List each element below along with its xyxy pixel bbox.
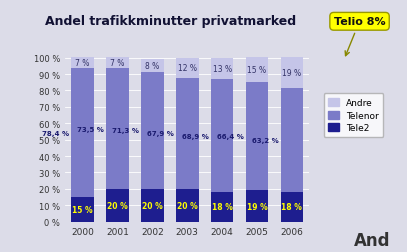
Bar [106, 58, 129, 69]
Text: 18 %: 18 % [281, 203, 302, 211]
Text: 7 %: 7 % [110, 59, 125, 68]
Text: 13 %: 13 % [212, 65, 232, 74]
Bar [211, 192, 234, 222]
Bar [246, 82, 268, 191]
Text: 78,4 %: 78,4 % [42, 130, 70, 136]
Bar [71, 197, 94, 222]
Bar [246, 58, 268, 82]
Bar [141, 73, 164, 189]
Bar [71, 69, 94, 197]
Bar [176, 78, 199, 189]
Bar [71, 58, 94, 69]
Bar [176, 189, 199, 222]
Bar [106, 69, 129, 189]
Text: 63,2 %: 63,2 % [252, 138, 279, 144]
Bar [280, 192, 303, 222]
Text: 20 %: 20 % [177, 201, 197, 210]
Bar [141, 189, 164, 222]
Text: Telio 8%: Telio 8% [334, 17, 385, 56]
Text: 19 %: 19 % [282, 69, 302, 78]
Text: 66,4 %: 66,4 % [217, 134, 244, 140]
Text: 73,5 %: 73,5 % [77, 126, 104, 132]
Text: 12 %: 12 % [178, 64, 197, 73]
Bar [211, 59, 234, 80]
Text: 15 %: 15 % [247, 66, 267, 75]
Bar [280, 89, 303, 192]
Text: 19 %: 19 % [247, 202, 267, 211]
Legend: Andre, Telenor, Tele2: Andre, Telenor, Tele2 [324, 94, 383, 137]
Text: 68,9 %: 68,9 % [182, 133, 209, 139]
Bar [141, 59, 164, 73]
Text: 67,9 %: 67,9 % [147, 131, 174, 137]
Text: 7 %: 7 % [75, 59, 90, 68]
Bar [246, 191, 268, 222]
Bar [211, 80, 234, 192]
Text: 8 %: 8 % [145, 62, 160, 71]
Bar [280, 58, 303, 89]
Bar [106, 189, 129, 222]
Text: 18 %: 18 % [212, 203, 232, 211]
Text: 20 %: 20 % [142, 201, 163, 210]
Text: Andel trafikkminutter privatmarked: Andel trafikkminutter privatmarked [45, 15, 297, 28]
Text: 20 %: 20 % [107, 201, 128, 210]
Text: 15 %: 15 % [72, 205, 93, 214]
Text: And: And [354, 232, 391, 249]
Bar [176, 59, 199, 78]
Text: 71,3 %: 71,3 % [112, 128, 139, 134]
